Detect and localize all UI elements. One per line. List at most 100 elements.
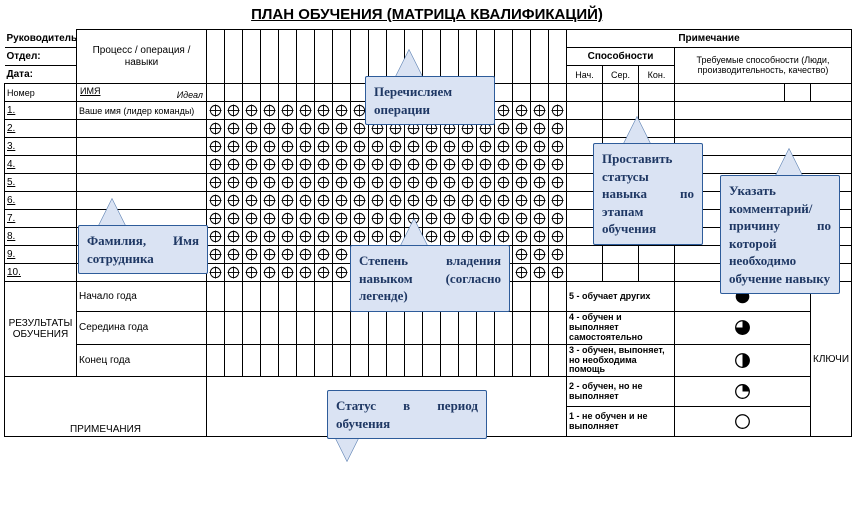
result-row-0: Начало года bbox=[77, 282, 207, 312]
skill-cell bbox=[351, 174, 369, 192]
skill-cell bbox=[423, 174, 441, 192]
key-1 bbox=[675, 312, 811, 345]
skill-cell bbox=[315, 192, 333, 210]
row-number: 6. bbox=[5, 192, 77, 210]
table-row: 4. bbox=[5, 156, 852, 174]
ability-begin bbox=[567, 102, 603, 120]
skill-cell bbox=[297, 264, 315, 282]
skill-cell bbox=[477, 210, 495, 228]
skill-cell bbox=[351, 138, 369, 156]
row-number: 5. bbox=[5, 174, 77, 192]
row-number: 3. bbox=[5, 138, 77, 156]
skill-cell bbox=[243, 246, 261, 264]
skill-cell bbox=[279, 264, 297, 282]
results-title: РЕЗУЛЬТАТЫ ОБУЧЕНИЯ bbox=[5, 282, 77, 377]
skill-cell bbox=[315, 174, 333, 192]
skill-cell bbox=[531, 228, 549, 246]
skill-cell bbox=[279, 174, 297, 192]
skill-cell bbox=[549, 246, 567, 264]
skill-cell bbox=[441, 156, 459, 174]
skill-cell bbox=[369, 192, 387, 210]
department-label: Отдел: bbox=[5, 48, 77, 66]
skill-cell bbox=[297, 210, 315, 228]
skill-cell bbox=[315, 102, 333, 120]
page-title: ПЛАН ОБУЧЕНИЯ (МАТРИЦА КВАЛИФИКАЦИЙ) bbox=[4, 6, 850, 23]
skill-cell bbox=[225, 264, 243, 282]
skill-cell bbox=[297, 102, 315, 120]
employee-name bbox=[77, 156, 207, 174]
skill-cell bbox=[369, 210, 387, 228]
ability-begin bbox=[567, 246, 603, 264]
skill-cell bbox=[315, 264, 333, 282]
skill-cell bbox=[405, 174, 423, 192]
skill-cell bbox=[549, 174, 567, 192]
key-label: КЛЮЧИ bbox=[811, 282, 852, 437]
employee-name bbox=[77, 192, 207, 210]
ability-col-begin: Нач. bbox=[567, 66, 603, 84]
skill-cell bbox=[261, 246, 279, 264]
number-header: Номер bbox=[5, 84, 77, 102]
skill-cell bbox=[531, 210, 549, 228]
skill-cell bbox=[333, 264, 351, 282]
skill-cell bbox=[459, 210, 477, 228]
employee-name: Ваше имя (лидер команды) bbox=[77, 102, 207, 120]
ability-col-mid: Сер. bbox=[603, 66, 639, 84]
skill-cell bbox=[531, 120, 549, 138]
skill-cell bbox=[495, 210, 513, 228]
skill-cell bbox=[459, 174, 477, 192]
skill-cell bbox=[243, 174, 261, 192]
skill-cell bbox=[513, 120, 531, 138]
skill-cell bbox=[225, 156, 243, 174]
skill-cell bbox=[261, 138, 279, 156]
skill-cell bbox=[243, 210, 261, 228]
callout-comment: Указать комментарий/причину по которой н… bbox=[720, 175, 840, 294]
note-header: Примечание bbox=[567, 30, 852, 48]
skill-cell bbox=[549, 192, 567, 210]
skill-cell bbox=[261, 264, 279, 282]
skill-cell bbox=[477, 228, 495, 246]
skill-cell bbox=[297, 192, 315, 210]
ability-end bbox=[639, 246, 675, 264]
skill-cell bbox=[405, 156, 423, 174]
legend-2: 3 - обучен, выпоняет, но необходима помо… bbox=[567, 344, 675, 377]
skill-cell bbox=[225, 210, 243, 228]
row-number: 10. bbox=[5, 264, 77, 282]
skill-cell bbox=[261, 102, 279, 120]
skill-cell bbox=[549, 138, 567, 156]
callout-skill_level: Степень владения навыком (согласно леген… bbox=[350, 245, 510, 312]
skill-cell bbox=[243, 228, 261, 246]
notes-title: ПРИМЕЧАНИЯ bbox=[5, 377, 207, 437]
skill-cell bbox=[369, 228, 387, 246]
result-row-2: Конец года bbox=[77, 344, 207, 377]
skill-cell bbox=[333, 138, 351, 156]
skill-cell bbox=[495, 156, 513, 174]
skill-cell bbox=[243, 120, 261, 138]
key-2 bbox=[675, 344, 811, 377]
table-row: 3. bbox=[5, 138, 852, 156]
skill-cell bbox=[405, 138, 423, 156]
skill-cell bbox=[459, 192, 477, 210]
ability-mid bbox=[603, 264, 639, 282]
legend-3: 2 - обучен, но не выполняет bbox=[567, 377, 675, 407]
skill-cell bbox=[441, 228, 459, 246]
skill-cell bbox=[207, 246, 225, 264]
ability-mid bbox=[603, 246, 639, 264]
skill-cell bbox=[513, 138, 531, 156]
skill-cell bbox=[351, 210, 369, 228]
skill-cell bbox=[207, 210, 225, 228]
skill-cell bbox=[243, 138, 261, 156]
key-4 bbox=[675, 407, 811, 437]
skill-cell bbox=[351, 192, 369, 210]
employee-name bbox=[77, 174, 207, 192]
skill-cell bbox=[513, 102, 531, 120]
skill-cell bbox=[513, 228, 531, 246]
skill-cell bbox=[531, 138, 549, 156]
skill-cell bbox=[279, 246, 297, 264]
skill-cell bbox=[459, 228, 477, 246]
skill-cell bbox=[549, 102, 567, 120]
skill-cell bbox=[531, 102, 549, 120]
skill-cell bbox=[513, 156, 531, 174]
skill-cell bbox=[279, 120, 297, 138]
callout-employee: Фамилия, Имя сотрудника bbox=[78, 225, 208, 274]
skill-cell bbox=[351, 228, 369, 246]
